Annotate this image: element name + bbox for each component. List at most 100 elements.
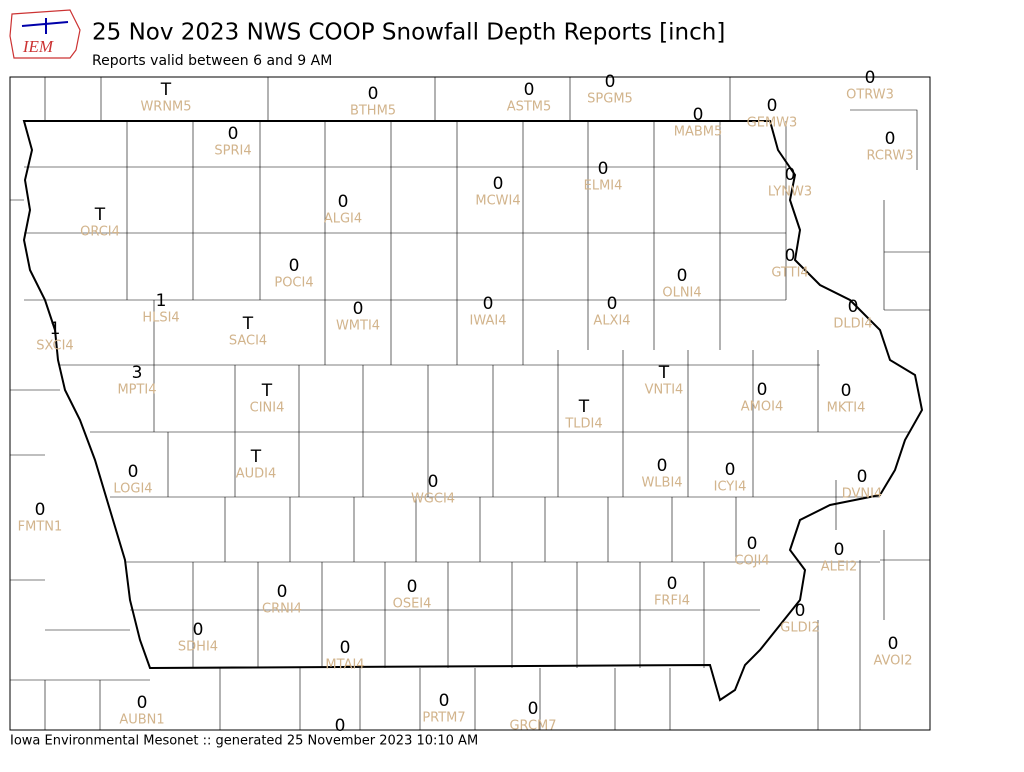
station-id: POCI4 (274, 276, 313, 291)
station-id: ELMI4 (584, 179, 623, 194)
station-id: ORCI4 (80, 225, 120, 240)
station-value: 0 (528, 699, 539, 719)
station-value: 0 (834, 540, 845, 560)
station-value: T (160, 80, 172, 100)
station-id: AMOI4 (741, 400, 783, 415)
station-id: MCWI4 (475, 194, 520, 209)
station-id: WLBI4 (641, 476, 682, 491)
station-value: 0 (841, 381, 852, 401)
footer: Iowa Environmental Mesonet :: generated … (10, 734, 478, 749)
station-value: 0 (757, 380, 768, 400)
station-id: MABM5 (674, 125, 723, 140)
station-value: 0 (353, 299, 364, 319)
station-id: MKTI4 (827, 401, 866, 416)
station-id: ALXI4 (593, 314, 630, 329)
title: 25 Nov 2023 NWS COOP Snowfall Depth Repo… (92, 20, 725, 46)
station-value: 0 (693, 105, 704, 125)
station-value: 0 (785, 246, 796, 266)
station-id: IWAI4 (470, 314, 507, 329)
station-id: GLDI2 (780, 621, 819, 636)
station-id: WGCI4 (411, 492, 455, 507)
station-value: T (658, 363, 670, 383)
station-id: DLDI4 (833, 317, 872, 332)
station-id: SXCI4 (36, 339, 73, 354)
station-value: 0 (338, 192, 349, 212)
station-value: 0 (228, 124, 239, 144)
station-id: MPTI4 (117, 383, 156, 398)
station-id: WMTI4 (336, 319, 380, 334)
station-value: 0 (657, 456, 668, 476)
station-id: WRNM5 (140, 100, 191, 115)
station-id: LYNW3 (768, 185, 812, 200)
station-value: 0 (277, 582, 288, 602)
station-id: CRNI4 (262, 602, 302, 617)
station-id: ICYI4 (714, 480, 747, 495)
station-id: HLSI4 (142, 311, 179, 326)
station-id: DVNI4 (842, 487, 883, 502)
station-id: AUBN1 (119, 713, 164, 728)
subtitle: Reports valid between 6 and 9 AM (92, 53, 332, 69)
station-value: 0 (483, 294, 494, 314)
station-id: RCRW3 (866, 149, 913, 164)
station-value: T (250, 447, 262, 467)
station-id: AUDI4 (236, 467, 277, 482)
station-id: AVOI2 (873, 654, 912, 669)
station-id: OLNI4 (662, 286, 701, 301)
station-id: TLDI4 (564, 417, 602, 432)
station-value: 0 (747, 534, 758, 554)
station-id: FMTN1 (18, 520, 63, 535)
station-id: ALEI2 (821, 560, 857, 575)
station-value: 0 (428, 472, 439, 492)
station-value: T (242, 314, 254, 334)
station-id: OSEI4 (393, 597, 432, 612)
station-id: SACI4 (229, 334, 267, 349)
station-value: 1 (50, 319, 61, 339)
logo: IEM (9, 9, 81, 59)
station-value: 0 (667, 574, 678, 594)
station-value: 0 (885, 129, 896, 149)
station-value: 0 (785, 165, 796, 185)
station-id: GTTI4 (771, 266, 808, 281)
station-value: 0 (340, 638, 351, 658)
station-id: ALGI4 (324, 212, 362, 227)
station-id: FRFI4 (654, 594, 690, 609)
logo-text: IEM (22, 37, 54, 56)
station-value: 0 (368, 84, 379, 104)
station-value: T (94, 205, 106, 225)
station-id: ASTM5 (507, 100, 552, 115)
station-id: MTAI4 (325, 658, 364, 673)
station-value: 0 (137, 693, 148, 713)
station-id: SPRI4 (214, 144, 251, 159)
station-value: 0 (888, 634, 899, 654)
station-id: SPGM5 (587, 92, 633, 107)
station-value: 0 (193, 620, 204, 640)
station-value: 0 (677, 266, 688, 286)
station-value: 0 (335, 716, 346, 736)
station-value: T (261, 381, 273, 401)
station-id: GRCM7 (509, 719, 556, 734)
station-value: 0 (725, 460, 736, 480)
station-id: SDHI4 (178, 640, 218, 655)
station-id: VNTI4 (645, 383, 684, 398)
station-value: 0 (35, 500, 46, 520)
station-value: 0 (407, 577, 418, 597)
county-lines (10, 77, 930, 730)
station-value: 0 (865, 68, 876, 88)
station-value: 0 (439, 691, 450, 711)
station-id: OTRW3 (846, 88, 894, 103)
map (9, 76, 931, 731)
station-value: 0 (848, 297, 859, 317)
station-value: T (578, 397, 590, 417)
state-border (22, 120, 924, 702)
station-value: 0 (795, 601, 806, 621)
station-value: 0 (289, 256, 300, 276)
station-id: CINI4 (250, 401, 285, 416)
station-value: 0 (524, 80, 535, 100)
station-id: GEMW3 (747, 116, 798, 131)
station-value: 0 (598, 159, 609, 179)
station-value: 0 (607, 294, 618, 314)
station-id: LOGI4 (113, 482, 152, 497)
station-id: COJI4 (734, 554, 769, 569)
